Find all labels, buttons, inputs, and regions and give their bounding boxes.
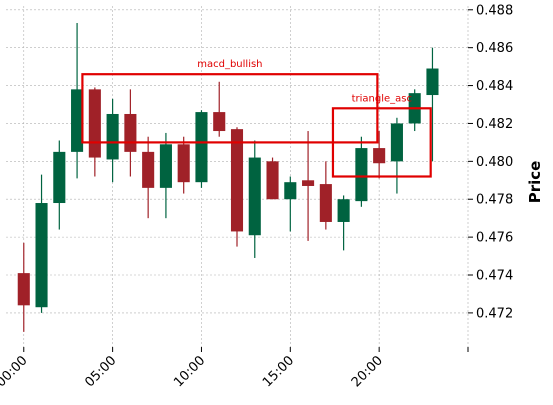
candle-body: [142, 151, 155, 188]
x-tick-label: 05:00: [82, 353, 119, 390]
y-tick-label: 0.472: [476, 306, 513, 321]
candle-body: [230, 129, 244, 232]
candle-body: [88, 89, 101, 158]
y-tick-label: 0.486: [476, 41, 513, 56]
candle-body: [373, 148, 386, 164]
x-tick-label: 00:00: [0, 353, 31, 390]
candle-body: [426, 68, 439, 96]
annotation-label: triangle_asc: [352, 93, 412, 104]
y-tick-label: 0.488: [476, 3, 513, 18]
candle-body: [159, 144, 172, 188]
y-tick-label: 0.484: [476, 79, 513, 94]
annotation-label: macd_bullish: [197, 59, 262, 70]
candle-body: [302, 180, 315, 186]
y-tick-label: 0.480: [476, 155, 513, 170]
x-tick-label: 15:00: [260, 353, 297, 390]
y-tick-label: 0.482: [476, 117, 513, 132]
candle-body: [71, 89, 84, 152]
candle-body: [124, 113, 137, 152]
candle-body: [106, 113, 119, 160]
annotation-box: [331, 107, 432, 178]
annotations: macd_bullish triangle_asc: [81, 59, 432, 178]
candle-body: [355, 148, 368, 202]
x-axis: 00:00 05:00 10:00 15:00 20:00: [0, 347, 469, 390]
candle-body: [390, 123, 403, 162]
candle-body: [53, 151, 66, 204]
candle-body: [284, 182, 297, 200]
candle-body: [17, 273, 30, 306]
candle-body: [195, 112, 208, 183]
y-axis-label: Price: [526, 161, 544, 204]
y-tick-label: 0.474: [476, 269, 513, 284]
candle-body: [213, 112, 226, 132]
candle-body: [248, 157, 261, 236]
candle-body: [177, 144, 190, 183]
y-tick-label: 0.478: [476, 193, 513, 208]
candle-body: [337, 199, 350, 222]
candle-body: [35, 203, 48, 308]
candles: [17, 23, 439, 332]
x-tick-label: 20:00: [349, 353, 386, 390]
candle-body: [266, 161, 279, 200]
y-tick-label: 0.476: [476, 231, 513, 246]
y-axis: 0.472 0.474 0.476 0.478 0.480 0.482 0.484 0.486…: [468, 3, 513, 321]
candle-body: [319, 184, 332, 222]
x-tick-label: 10:00: [171, 353, 208, 390]
